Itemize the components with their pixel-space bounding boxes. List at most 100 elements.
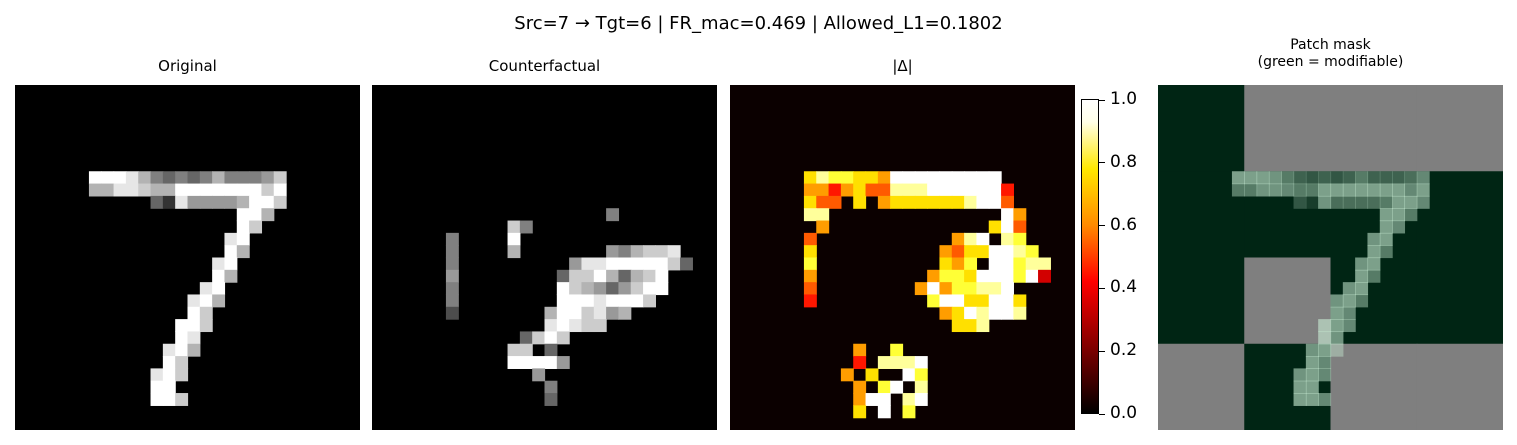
delta-pixel <box>964 195 978 209</box>
counterfactual-pixel <box>532 331 546 345</box>
delta-pixel <box>951 257 965 271</box>
mask-overlay-pixel <box>1293 368 1307 382</box>
delta-pixel <box>951 282 965 296</box>
delta-pixel <box>976 269 990 283</box>
original-pixel <box>236 195 250 209</box>
delta-pixel <box>914 171 928 185</box>
original-pixel <box>249 220 263 234</box>
counterfactual-pixel <box>445 306 459 320</box>
mask-patch-fixed <box>1244 257 1332 345</box>
mask-overlay-pixel <box>1379 171 1393 185</box>
counterfactual-pixel <box>544 331 558 345</box>
mask-patch-modifiable <box>1158 171 1245 259</box>
delta-pixel <box>951 319 965 333</box>
counterfactual-pixel <box>606 257 620 271</box>
delta-pixel <box>951 245 965 259</box>
delta-pixel <box>803 208 817 222</box>
original-pixel <box>175 331 189 345</box>
original-pixel <box>212 195 226 209</box>
original-pixel <box>162 171 176 185</box>
mask-overlay-pixel <box>1355 257 1369 271</box>
mask-patch-fixed <box>1416 343 1503 430</box>
mask-overlay-pixel <box>1392 183 1406 197</box>
mask-overlay-pixel <box>1355 294 1369 308</box>
mask-overlay-pixel <box>1342 294 1356 308</box>
mask-patch-modifiable <box>1416 257 1503 345</box>
counterfactual-pixel <box>556 294 570 308</box>
original-pixel <box>199 282 213 296</box>
mask-overlay-pixel <box>1404 208 1418 222</box>
counterfactual-pixel <box>532 368 546 382</box>
original-pixel <box>236 183 250 197</box>
counterfactual-heatmap <box>372 85 717 430</box>
delta-pixel <box>927 183 941 197</box>
colorbar-tick-label: 0.6 <box>1110 214 1138 235</box>
counterfactual-pixel <box>593 294 607 308</box>
original-pixel <box>187 183 201 197</box>
original-pixel <box>224 171 238 185</box>
delta-pixel <box>964 257 978 271</box>
mask-overlay-pixel <box>1256 183 1270 197</box>
original-pixel <box>249 183 263 197</box>
original-pixel <box>150 171 164 185</box>
mask-patch-fixed <box>1158 343 1245 430</box>
original-pixel <box>162 343 176 357</box>
original-pixel <box>162 195 176 209</box>
delta-pixel <box>803 195 817 209</box>
delta-pixel <box>816 171 830 185</box>
delta-pixel <box>939 306 953 320</box>
original-pixel <box>249 195 263 209</box>
counterfactual-pixel <box>507 343 521 357</box>
delta-pixel <box>939 294 953 308</box>
original-pixel <box>199 294 213 308</box>
counterfactual-pixel <box>618 245 632 259</box>
counterfactual-pixel <box>667 257 681 271</box>
mask-overlay-pixel <box>1404 195 1418 209</box>
colorbar-tick-mark <box>1099 162 1105 164</box>
original-pixel <box>187 306 201 320</box>
delta-pixel <box>951 306 965 320</box>
delta-pixel <box>1013 232 1027 246</box>
mask-overlay-pixel <box>1355 269 1369 283</box>
mask-overlay-pixel <box>1293 195 1307 209</box>
delta-pixel <box>927 294 941 308</box>
delta-pixel <box>964 171 978 185</box>
delta-pixel <box>877 405 891 419</box>
panel-title-patch-mask: Patch mask (green = modifiable) <box>1158 37 1503 71</box>
counterfactual-pixel <box>618 257 632 271</box>
delta-pixel <box>877 393 891 406</box>
original-pixel <box>261 208 275 222</box>
delta-pixel <box>951 294 965 308</box>
counterfactual-pixel <box>556 331 570 345</box>
mask-overlay-pixel <box>1231 171 1245 185</box>
counterfactual-pixel <box>544 306 558 320</box>
mask-overlay-pixel <box>1305 368 1319 382</box>
mask-overlay-pixel <box>1256 171 1270 185</box>
mask-overlay-pixel <box>1330 319 1344 333</box>
mask-patch-modifiable <box>1158 85 1245 172</box>
mask-overlay-pixel <box>1367 183 1381 197</box>
counterfactual-pixel <box>581 257 595 271</box>
delta-pixel <box>902 183 916 197</box>
delta-pixel <box>1025 269 1039 283</box>
mask-overlay-pixel <box>1305 195 1319 209</box>
delta-pixel <box>976 171 990 185</box>
mask-overlay-pixel <box>1293 380 1307 394</box>
original-pixel <box>162 183 176 197</box>
mask-overlay-pixel <box>1342 195 1356 209</box>
delta-pixel <box>853 380 867 394</box>
delta-pixel <box>1038 257 1051 271</box>
original-pixel <box>175 343 189 357</box>
colorbar-tick-mark <box>1099 287 1105 289</box>
delta-pixel <box>988 183 1002 197</box>
colorbar-tick-label: 0.4 <box>1110 277 1138 298</box>
mask-overlay-pixel <box>1416 171 1430 185</box>
counterfactual-pixel <box>606 306 620 320</box>
counterfactual-pixel <box>618 306 632 320</box>
delta-pixel <box>939 171 953 185</box>
mask-overlay-pixel <box>1305 171 1319 185</box>
delta-pixel <box>939 245 953 259</box>
delta-pixel <box>914 356 928 369</box>
delta-pixel <box>927 269 941 283</box>
original-pixel <box>175 171 189 185</box>
